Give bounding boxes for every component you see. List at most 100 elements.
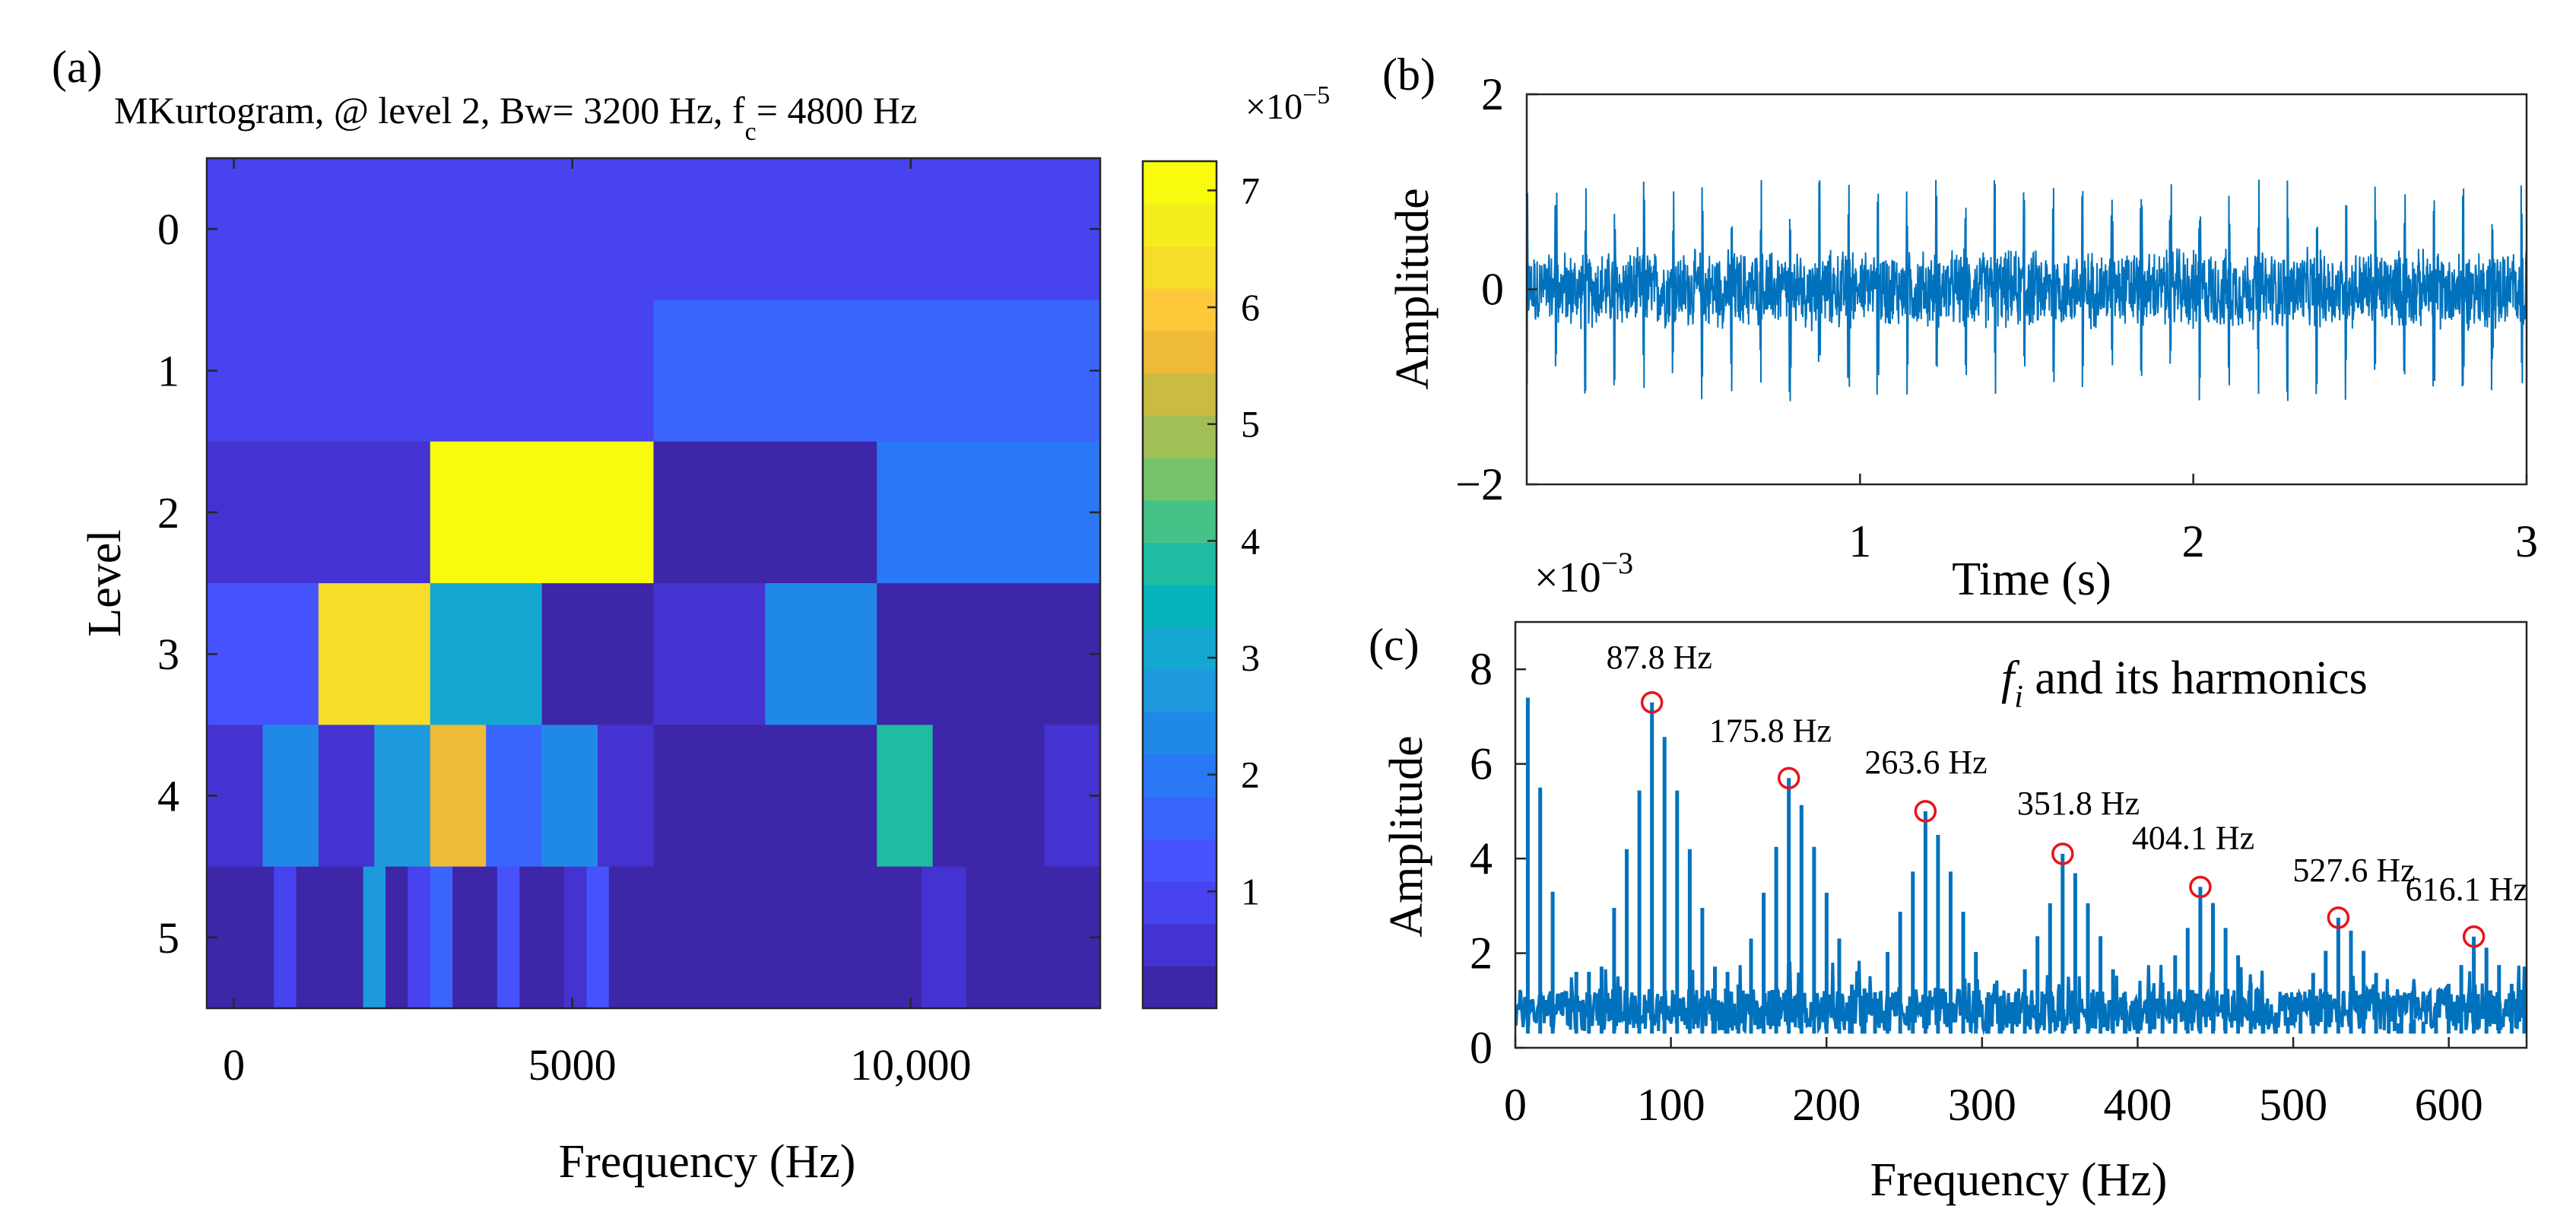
heatmap-cell [765,725,822,868]
heatmap-cell [787,866,811,1009]
peak-marker [1640,691,1664,714]
heatmap-cell [988,866,1012,1009]
peak-label: 527.6 Hz [2292,852,2415,889]
heatmap-cell [698,866,722,1009]
heatmap-cell [251,866,274,1009]
colorbar-segment [1143,881,1217,925]
heatmap-cell [541,725,598,868]
peak-label: 351.8 Hz [2017,785,2140,822]
heatmap-cell [922,866,944,1009]
spectrum-y-label: Amplitude [1381,735,1432,937]
spectrum-multiplier-base: ×10 [1534,554,1601,601]
heatmap-cell [966,866,989,1009]
colorbar-segment [1143,161,1217,205]
spectrum-x-tick-label: 0 [1504,1080,1527,1130]
colorbar-multiplier-exp: −5 [1302,81,1330,109]
peak-marker [1914,800,1937,823]
heatmap-cell [541,583,655,725]
time-y-tick-label: 0 [1481,265,1504,315]
heatmap-cell [1055,866,1079,1009]
heatmap-cell [653,866,677,1009]
heatmap-cell [430,583,543,725]
heatmap-cell [586,866,610,1009]
heatmap-title-main: MKurtogram, @ level 2, Bw= 3200 Hz, f [114,89,745,132]
spectrum-x-tick-label: 300 [1948,1080,2016,1130]
colorbar-segment [1143,542,1217,585]
heatmap-cell [720,866,744,1009]
heatmap-cell [743,866,766,1009]
heatmap-y-tick-label: 4 [157,772,179,821]
heatmap-cell [474,866,498,1009]
spectrum-x-label: Frequency (Hz) [1870,1154,2168,1206]
time-y-tick-label: −2 [1455,459,1504,509]
colorbar-segment [1143,627,1217,670]
colorbar-segment [1143,288,1217,332]
colorbar-segment [1143,373,1217,416]
heatmap-cell [430,725,487,868]
colorbar-frame [1141,160,1218,1010]
peak-marker [2189,875,2212,899]
peak-label: 87.8 Hz [1607,639,1712,676]
spectrum-lines [1515,697,2527,1036]
heatmap-cell [877,583,989,725]
colorbar-segment [1143,669,1217,712]
time-x-tick-label: 2 [2182,516,2205,566]
colorbar-segment [1143,585,1217,628]
heatmap-cell [832,866,855,1009]
heatmap-cell [988,725,1045,868]
heatmap-cell [899,866,922,1009]
heatmap-cell [988,583,1101,725]
spectrum-x-tick-label: 400 [2103,1080,2172,1130]
spectrum-x-tick-label: 200 [1792,1080,1861,1130]
heatmap-cell [598,725,655,868]
heatmap-cell [296,866,319,1009]
heatmap-x-tick-label: 5000 [528,1040,617,1090]
heatmap-cell [341,866,364,1009]
harmonics-annotation: fi and its harmonics [2001,652,2368,715]
spectrum-y-tick-label: 6 [1470,739,1493,789]
heatmap-cell [932,725,989,868]
spectrum-y-tick-label: 0 [1470,1023,1493,1073]
colorbar-segment [1143,966,1217,1009]
spectrum-plot-frame [1514,620,2528,1049]
heatmap-cell [363,866,386,1009]
time-y-tick-label: 2 [1481,69,1504,119]
panel-b: (b) 1 2 3 −2 0 2 Amplitude Time (s) [1382,49,2538,605]
spectrum-ticks: 0 100 200 300 400 500 600 0 2 4 6 8 [1470,644,2483,1130]
heatmap-cell [944,866,967,1009]
colorbar-segment [1143,457,1217,501]
time-plot-ticks: 1 2 3 −2 0 2 [1455,69,2538,566]
heatmap-cell [653,583,766,725]
heatmap-y-tick-label: 3 [157,630,179,679]
heatmap-y-ticks: 0 1 2 3 4 5 [157,205,1100,963]
spectrum-multiplier: ×10−3 [1534,546,1633,601]
heatmap-cell [274,866,297,1009]
colorbar-segment [1143,500,1217,543]
heatmap-cell [765,583,877,725]
heatmap-cell [653,725,710,868]
panel-b-label: (b) [1382,49,1436,100]
heatmap-cell [318,866,341,1009]
heatmap-cell [385,866,408,1009]
heatmap-cell [207,300,655,443]
colorbar-segment [1143,203,1217,246]
colorbar-segment [1143,839,1217,882]
heatmap-cell [854,866,877,1009]
heatmap-cell [653,300,1101,443]
heatmap-cell [207,158,1101,300]
heatmap-cell [877,441,1101,584]
heatmap-x-ticks: 0 5000 10,000 [223,158,972,1090]
spectrum-y-tick-label: 4 [1470,833,1493,884]
colorbar-tick-label: 6 [1241,286,1260,328]
peak-label: 616.1 Hz [2406,871,2528,908]
panel-c: (c) ×10−3 87.8 Hz 175.8 Hz 263.6 Hz 351.8 H… [1369,546,2528,1206]
heatmap-cell [229,866,252,1009]
peak-marker [2051,842,2074,865]
heatmap-cell [810,866,833,1009]
heatmap-title-tail: = 4800 Hz [757,89,918,132]
time-y-label: Amplitude [1387,188,1439,389]
colorbar-segment [1143,796,1217,839]
spectrum-y-tick-label: 2 [1470,928,1493,979]
